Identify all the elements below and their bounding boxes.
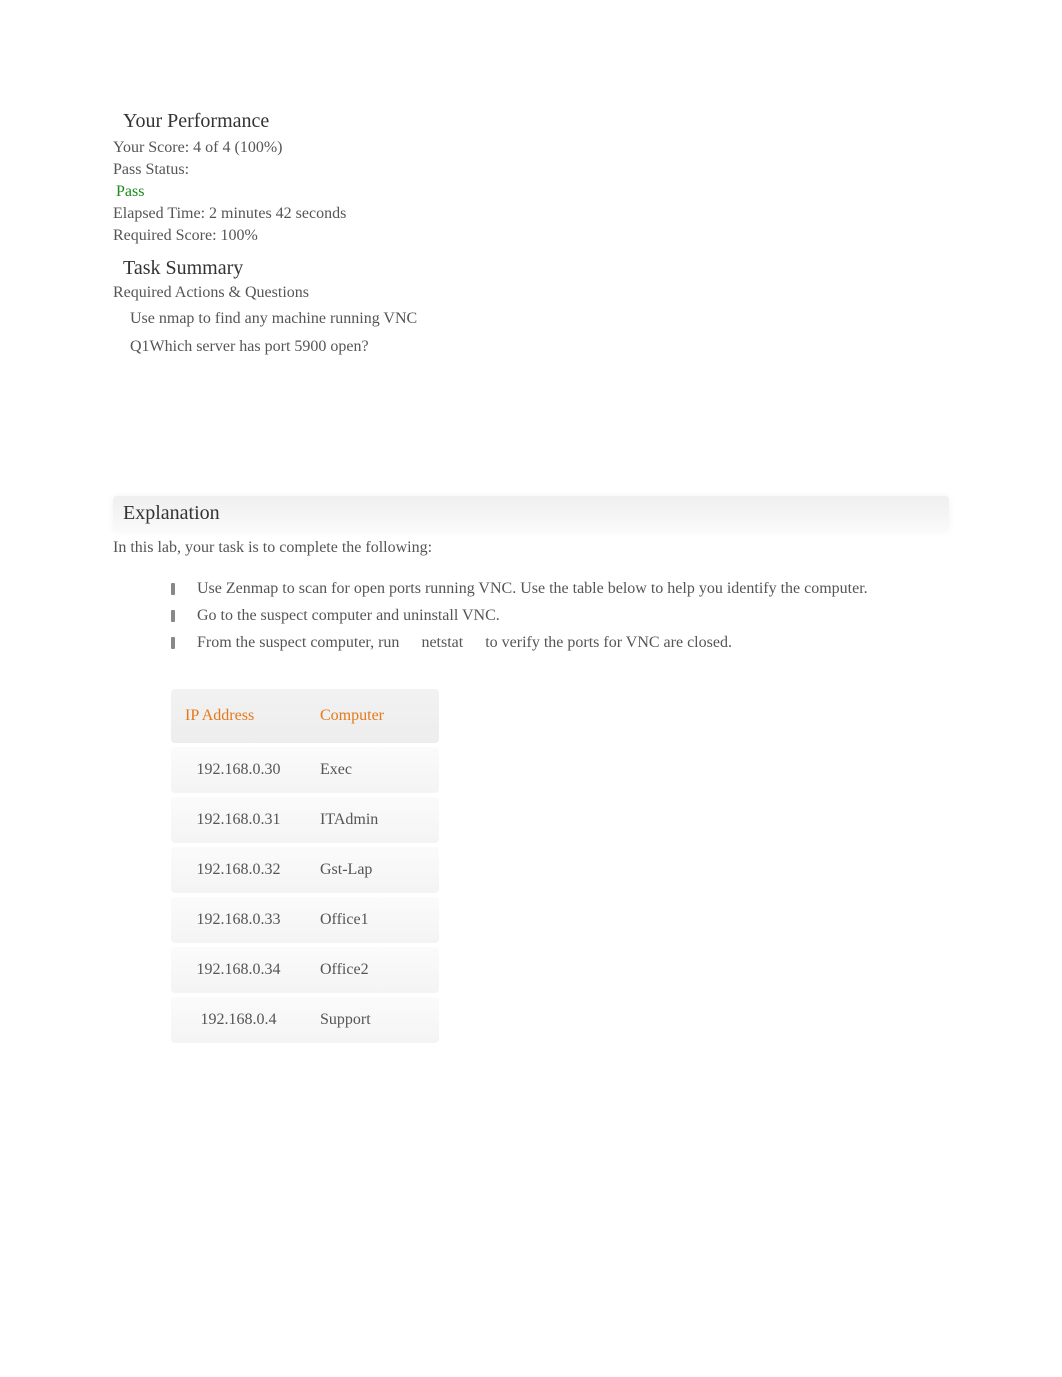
explanation-intro: In this lab, your task is to complete th… <box>113 539 949 557</box>
cell-ip: 192.168.0.30 <box>171 747 306 793</box>
explanation-heading: Explanation <box>123 502 939 525</box>
task-item: Use nmap to find any machine running VNC <box>130 310 949 328</box>
required-score: Required Score: 100% <box>113 227 949 245</box>
netstat-word: netstat <box>403 634 481 651</box>
cell-computer: Gst-Lap <box>306 847 439 893</box>
score-line: Your Score: 4 of 4 (100%) <box>113 139 949 157</box>
table-row: 192.168.0.4 Support <box>171 997 439 1043</box>
ip-computer-table-wrap: IP Address Computer 192.168.0.30 Exec 19… <box>171 685 439 1047</box>
netstat-suffix: to verify the ports for VNC are closed. <box>485 634 732 651</box>
cell-computer: Support <box>306 997 439 1043</box>
cell-ip: 192.168.0.34 <box>171 947 306 993</box>
performance-heading: Your Performance <box>123 110 949 133</box>
cell-ip: 192.168.0.4 <box>171 997 306 1043</box>
task-summary-section: Task Summary Required Actions & Question… <box>113 257 949 356</box>
table-row: 192.168.0.32 Gst-Lap <box>171 847 439 893</box>
table-row: 192.168.0.33 Office1 <box>171 897 439 943</box>
table-row: 192.168.0.34 Office2 <box>171 947 439 993</box>
elapsed-time: Elapsed Time: 2 minutes 42 seconds <box>113 205 949 223</box>
table-header-row: IP Address Computer <box>171 689 439 743</box>
explanation-section: Explanation In this lab, your task is to… <box>113 496 949 1047</box>
header-ip: IP Address <box>171 689 306 743</box>
cell-ip: 192.168.0.32 <box>171 847 306 893</box>
table-body: 192.168.0.30 Exec 192.168.0.31 ITAdmin 1… <box>171 747 439 1043</box>
cell-computer: Exec <box>306 747 439 793</box>
cell-computer: Office1 <box>306 897 439 943</box>
cell-ip: 192.168.0.31 <box>171 797 306 843</box>
performance-section: Your Performance Your Score: 4 of 4 (100… <box>113 110 949 245</box>
explanation-bullets: Use Zenmap to scan for open ports runnin… <box>171 577 949 655</box>
header-computer: Computer <box>306 689 439 743</box>
task-item: Q1Which server has port 5900 open? <box>130 338 949 356</box>
cell-ip: 192.168.0.33 <box>171 897 306 943</box>
cell-computer: Office2 <box>306 947 439 993</box>
explanation-heading-wrap: Explanation <box>113 496 949 531</box>
pass-status-label: Pass Status: <box>113 161 949 179</box>
ip-computer-table: IP Address Computer 192.168.0.30 Exec 19… <box>171 685 439 1047</box>
bullet-item: Use Zenmap to scan for open ports runnin… <box>171 577 949 600</box>
bullet-item: From the suspect computer, run netstat t… <box>171 631 949 654</box>
task-summary-heading: Task Summary <box>123 257 949 280</box>
pass-status-value: Pass <box>116 183 949 201</box>
table-row: 192.168.0.31 ITAdmin <box>171 797 439 843</box>
netstat-prefix: From the suspect computer, run <box>197 634 399 651</box>
bullet-item: Go to the suspect computer and uninstall… <box>171 604 949 627</box>
cell-computer: ITAdmin <box>306 797 439 843</box>
table-row: 192.168.0.30 Exec <box>171 747 439 793</box>
task-summary-subheading: Required Actions & Questions <box>113 284 949 302</box>
